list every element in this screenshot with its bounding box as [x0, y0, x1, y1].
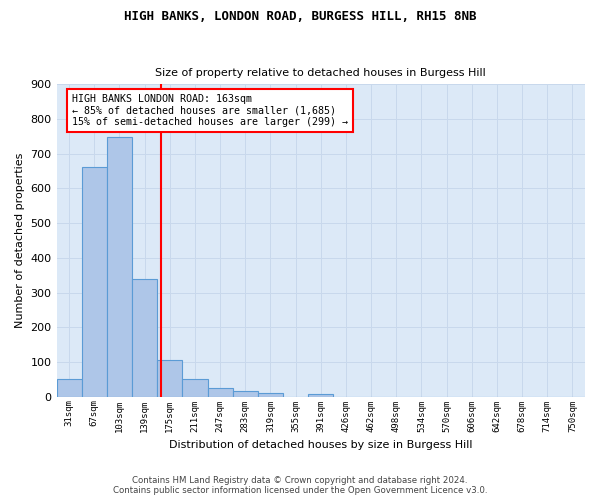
Bar	[233, 392, 258, 396]
Bar	[258, 393, 283, 396]
Bar	[56, 380, 82, 396]
Y-axis label: Number of detached properties: Number of detached properties	[15, 153, 25, 328]
Text: HIGH BANKS LONDON ROAD: 163sqm
← 85% of detached houses are smaller (1,685)
15% : HIGH BANKS LONDON ROAD: 163sqm ← 85% of …	[73, 94, 349, 127]
X-axis label: Distribution of detached houses by size in Burgess Hill: Distribution of detached houses by size …	[169, 440, 473, 450]
Title: Size of property relative to detached houses in Burgess Hill: Size of property relative to detached ho…	[155, 68, 486, 78]
Bar	[182, 380, 208, 396]
Bar	[82, 167, 107, 396]
Text: HIGH BANKS, LONDON ROAD, BURGESS HILL, RH15 8NB: HIGH BANKS, LONDON ROAD, BURGESS HILL, R…	[124, 10, 476, 23]
Bar	[107, 137, 132, 396]
Bar	[208, 388, 233, 396]
Bar	[157, 360, 182, 397]
Bar	[308, 394, 334, 396]
Text: Contains HM Land Registry data © Crown copyright and database right 2024.
Contai: Contains HM Land Registry data © Crown c…	[113, 476, 487, 495]
Bar	[132, 278, 157, 396]
